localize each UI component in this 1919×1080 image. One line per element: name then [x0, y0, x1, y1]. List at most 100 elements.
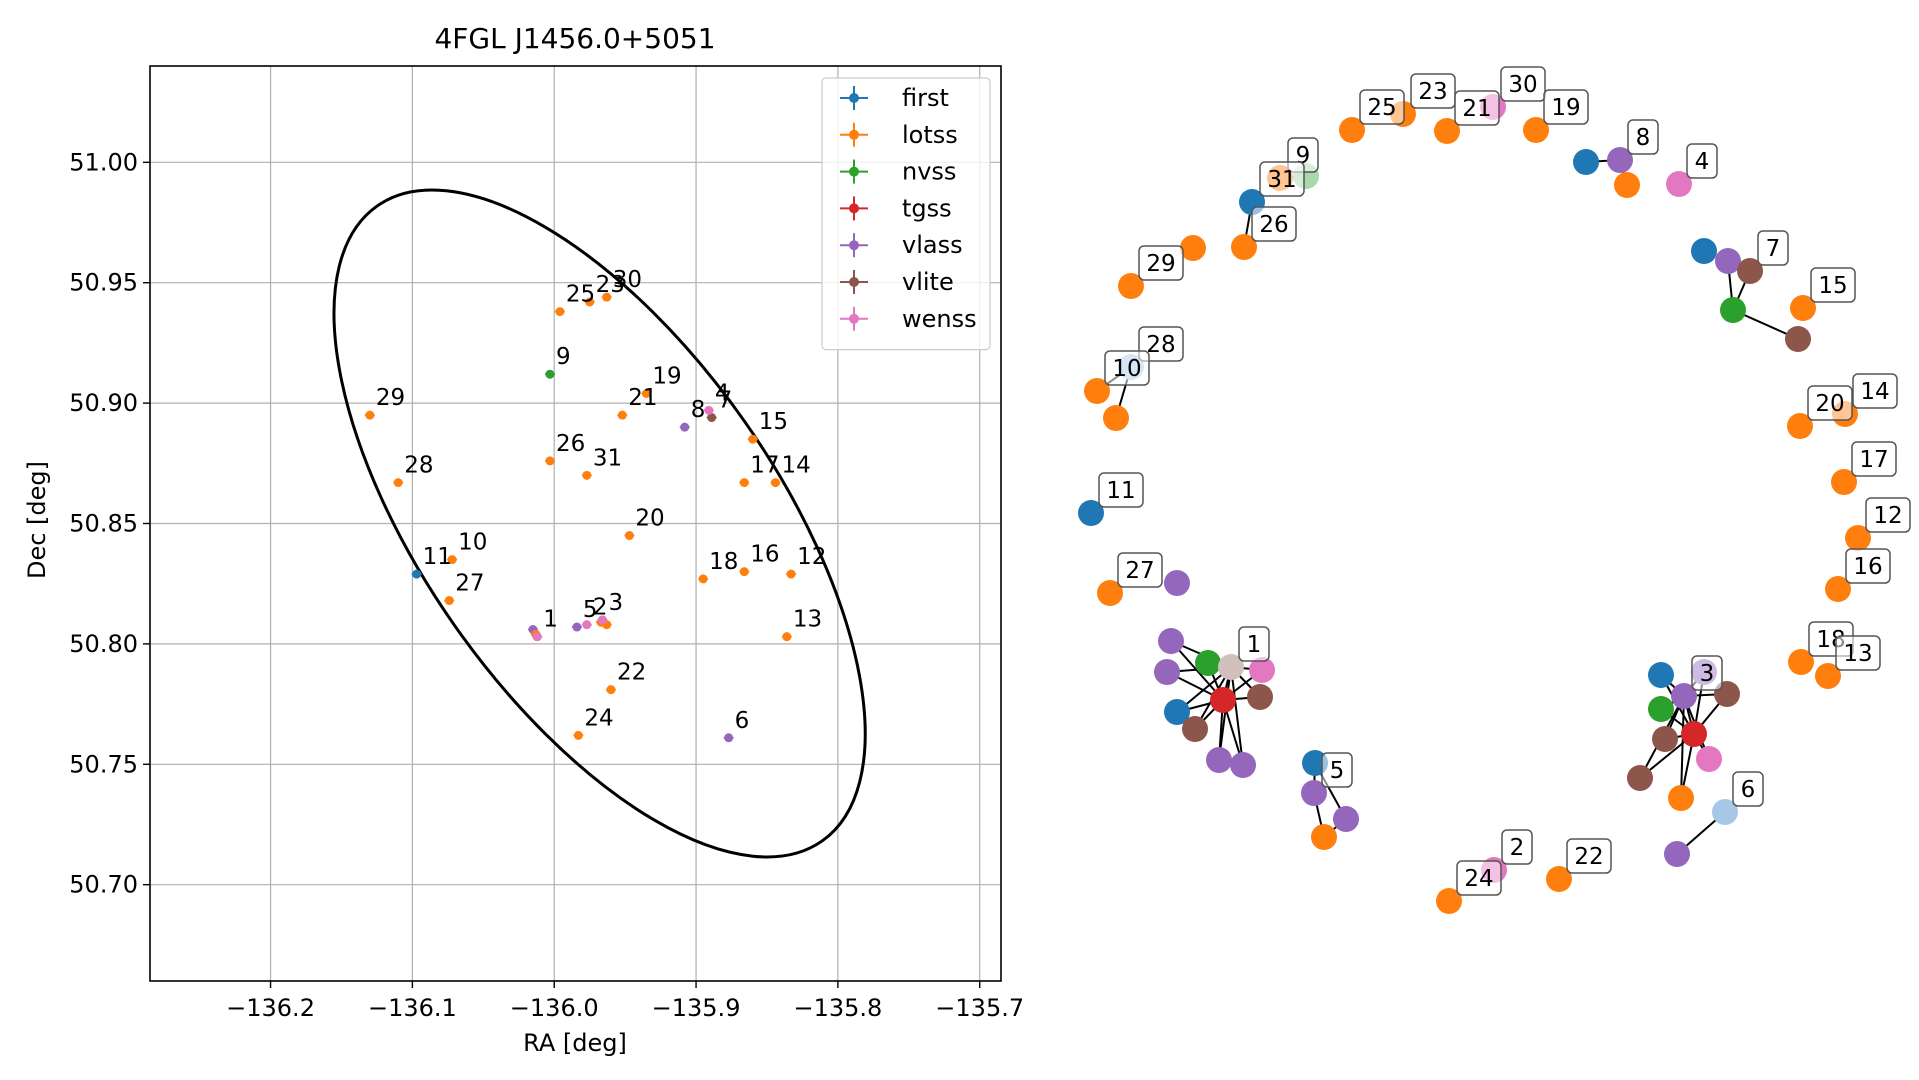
point-label: 10	[458, 530, 487, 556]
graph-node	[1206, 747, 1232, 773]
graph-node	[1652, 726, 1678, 752]
graph-node	[1668, 785, 1694, 811]
y-tick-label: 50.75	[69, 750, 138, 778]
y-tick-label: 50.80	[69, 630, 138, 658]
node-label-box	[1627, 119, 1659, 155]
node-label: 4	[1695, 149, 1710, 175]
graph-node	[1311, 824, 1337, 850]
graph-node	[1712, 799, 1738, 825]
node-label-box	[1456, 860, 1502, 896]
node-label: 20	[1815, 391, 1844, 417]
graph-node	[1825, 576, 1851, 602]
point-label: 2	[593, 595, 608, 621]
node-label: 29	[1146, 251, 1175, 277]
graph-node	[1648, 696, 1674, 722]
node-label: 8	[1636, 125, 1651, 151]
point-label: 9	[556, 344, 571, 370]
node-label-box	[1500, 66, 1546, 102]
lotss-point	[545, 456, 555, 466]
x-tick-label: −136.2	[226, 994, 315, 1022]
graph-node	[1154, 659, 1180, 685]
node-label: 6	[1741, 777, 1756, 803]
legend: first lotss nvss tgss vlass vlite wenss	[821, 77, 991, 351]
node-label: 21	[1462, 96, 1491, 122]
node-label-box	[1259, 161, 1305, 197]
node-label: 12	[1873, 503, 1902, 529]
wenss-point	[582, 620, 592, 630]
node-label: 22	[1574, 844, 1603, 870]
graph-node	[1614, 172, 1640, 198]
point-label: 7	[718, 388, 733, 414]
node-label: 27	[1125, 558, 1154, 584]
node-label: 13	[1843, 641, 1872, 667]
error-ellipse-layer	[332, 188, 867, 859]
lotss-point	[393, 478, 403, 488]
node-label-box	[1845, 548, 1891, 584]
point-label: 15	[759, 409, 788, 435]
point-label: 18	[709, 549, 738, 575]
node-label: 31	[1267, 167, 1296, 193]
graph-node	[1436, 888, 1462, 914]
node-label-box	[1138, 326, 1184, 362]
node-label-box	[1835, 635, 1881, 671]
legend-label: wenss	[902, 305, 977, 333]
point-label: 11	[423, 544, 452, 570]
point-label: 6	[735, 708, 750, 734]
graph-node	[1831, 469, 1857, 495]
graph-node	[1218, 654, 1244, 680]
node-label: 25	[1367, 95, 1396, 121]
point-label: 16	[750, 542, 779, 568]
node-label-box	[1321, 752, 1353, 788]
graph-node	[1546, 866, 1572, 892]
x-tick-label: −136.0	[510, 994, 599, 1022]
legend-swatch-dot	[849, 240, 859, 251]
graph-edge	[1230, 666, 1244, 766]
point-label: 22	[617, 660, 646, 686]
graph-nodes	[1078, 94, 1871, 914]
graph-node	[1696, 746, 1722, 772]
wenss-point	[597, 615, 607, 625]
graph-node	[1195, 650, 1221, 676]
graph-node	[1790, 295, 1816, 321]
lotss-point	[770, 478, 780, 488]
node-label-box	[1104, 350, 1150, 386]
node-label: 14	[1860, 379, 1889, 405]
lotss-point	[365, 410, 375, 420]
node-label-box	[1543, 89, 1589, 125]
legend-swatch-dot	[849, 313, 859, 324]
graph-node	[1210, 687, 1236, 713]
graph-node	[1182, 716, 1208, 742]
x-axis-label: RA [deg]	[523, 1029, 627, 1057]
node-label-box	[1454, 90, 1500, 126]
lotss-point	[748, 434, 758, 444]
node-label-box	[1238, 626, 1270, 662]
lotss-point	[555, 307, 565, 317]
graph-node	[1715, 248, 1741, 274]
point-label: 30	[613, 267, 642, 293]
node-label-box	[1117, 552, 1163, 588]
y-tick-label: 50.85	[69, 510, 138, 538]
point-label: 23	[596, 272, 625, 298]
point-label: 31	[593, 445, 622, 471]
graph-node	[1607, 147, 1633, 173]
node-label-box	[1807, 385, 1853, 421]
point-label: 28	[404, 453, 433, 479]
legend-swatch-dot	[849, 203, 859, 214]
nvss-point	[545, 369, 555, 379]
node-label: 28	[1146, 332, 1175, 358]
graph-node	[1084, 378, 1110, 404]
node-label: 26	[1259, 212, 1288, 238]
graph-node	[1787, 413, 1813, 439]
node-label: 7	[1766, 236, 1781, 262]
node-label: 17	[1859, 447, 1888, 473]
x-tick-label: −135.9	[652, 994, 741, 1022]
graph-node	[1815, 663, 1841, 689]
node-label-box	[1852, 373, 1898, 409]
graph-node	[1664, 841, 1690, 867]
graph-node	[1691, 238, 1717, 264]
node-label-box	[1757, 230, 1789, 266]
graph-node	[1103, 405, 1129, 431]
node-label: 23	[1418, 79, 1447, 105]
legend-swatch-dot	[849, 277, 859, 287]
